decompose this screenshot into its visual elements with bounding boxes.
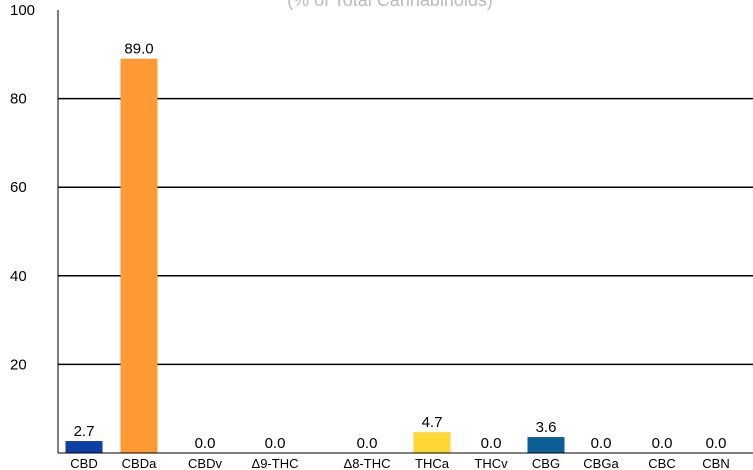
bar-CBDa <box>120 58 158 453</box>
x-tick-label-THCa: THCa <box>415 456 450 470</box>
bar-CBG <box>527 437 565 453</box>
gridlines <box>58 97 753 366</box>
data-label-CBDv: 0.0 <box>195 435 216 452</box>
y-tick-label: 60 <box>10 179 27 196</box>
data-label-CBD: 2.7 <box>74 423 95 440</box>
x-tick-label-CBD: CBD <box>70 456 97 470</box>
data-labels: 2.7 89.0 0.0 0.0 0.0 4.7 0.0 3.6 0.0 0.0 0.0 <box>74 41 727 452</box>
x-tick-label-CBDa: CBDa <box>122 456 157 470</box>
data-label-Δ9-THC: 0.0 <box>265 435 286 452</box>
data-label-THCa: 4.7 <box>422 414 443 431</box>
data-label-CBN: 0.0 <box>706 435 727 452</box>
data-label-CBC: 0.0 <box>652 435 673 452</box>
x-tick-label-CBC: CBC <box>648 456 675 470</box>
data-label-THCv: 0.0 <box>481 435 502 452</box>
data-label-CBG: 3.6 <box>536 419 557 436</box>
y-tick-label: 40 <box>10 268 27 285</box>
x-axis-ticks: CBD CBDa CBDv Δ9-THC Δ8-THC THCa THCv CBG CBGa CB… <box>70 456 729 470</box>
x-tick-label-CBGa: CBGa <box>583 456 619 470</box>
bar-CBD <box>65 441 103 453</box>
x-tick-label-CBDv: CBDv <box>188 456 222 470</box>
data-label-CBDa: 89.0 <box>124 41 153 58</box>
data-label-CBGa: 0.0 <box>591 435 612 452</box>
y-tick-label: 80 <box>10 91 27 108</box>
y-tick-label: 20 <box>10 356 27 373</box>
data-label-Δ8-THC: 0.0 <box>357 435 378 452</box>
bars <box>65 58 565 453</box>
bar-THCa <box>413 432 451 453</box>
x-tick-label-Δ8-THC: Δ8-THC <box>344 456 391 470</box>
y-tick-label: 100 <box>10 2 35 19</box>
x-tick-label-CBG: CBG <box>532 456 560 470</box>
chart-title: (% of Total Cannabinoids) <box>287 0 493 10</box>
y-axis-ticks: 100 80 60 40 20 <box>10 2 35 373</box>
x-tick-label-THCv: THCv <box>474 456 508 470</box>
x-tick-label-CBN: CBN <box>702 456 729 470</box>
x-tick-label-Δ9-THC: Δ9-THC <box>252 456 299 470</box>
